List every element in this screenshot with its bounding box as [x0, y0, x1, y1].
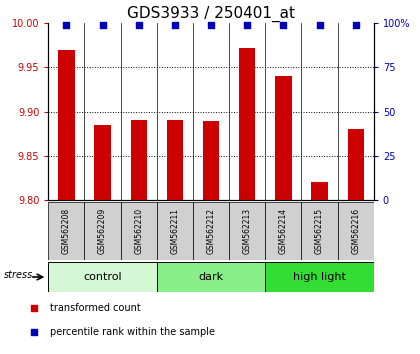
- Text: GSM562216: GSM562216: [351, 208, 360, 254]
- Bar: [239, 48, 255, 200]
- Text: GSM562212: GSM562212: [207, 208, 215, 254]
- Text: GSM562208: GSM562208: [62, 208, 71, 254]
- Point: [244, 22, 251, 28]
- Bar: [48, 262, 157, 292]
- Bar: [94, 125, 111, 200]
- Point: [171, 22, 178, 28]
- Text: GSM562209: GSM562209: [98, 208, 107, 254]
- Text: percentile rank within the sample: percentile rank within the sample: [50, 327, 215, 337]
- Point: [280, 22, 287, 28]
- Point: [316, 22, 323, 28]
- Text: GSM562215: GSM562215: [315, 208, 324, 254]
- Point: [99, 22, 106, 28]
- Bar: [157, 202, 193, 260]
- Point: [31, 329, 38, 335]
- Bar: [275, 76, 291, 200]
- Bar: [157, 262, 265, 292]
- Bar: [311, 182, 328, 200]
- Bar: [167, 120, 183, 200]
- Point: [135, 22, 142, 28]
- Bar: [265, 202, 302, 260]
- Text: transformed count: transformed count: [50, 303, 141, 313]
- Text: GSM562213: GSM562213: [243, 208, 252, 254]
- Point: [31, 306, 38, 311]
- Text: control: control: [83, 272, 122, 282]
- Bar: [265, 262, 374, 292]
- Bar: [348, 129, 364, 200]
- Bar: [203, 121, 219, 200]
- Bar: [121, 202, 157, 260]
- Bar: [48, 202, 84, 260]
- Text: high light: high light: [293, 272, 346, 282]
- Point: [352, 22, 359, 28]
- Point: [63, 22, 70, 28]
- Bar: [131, 120, 147, 200]
- Title: GDS3933 / 250401_at: GDS3933 / 250401_at: [127, 5, 295, 22]
- Bar: [338, 202, 374, 260]
- Bar: [302, 202, 338, 260]
- Text: dark: dark: [199, 272, 223, 282]
- Point: [208, 22, 215, 28]
- Text: GSM562210: GSM562210: [134, 208, 143, 254]
- Bar: [229, 202, 265, 260]
- Text: GSM562211: GSM562211: [171, 208, 179, 254]
- Bar: [193, 202, 229, 260]
- Text: GSM562214: GSM562214: [279, 208, 288, 254]
- Bar: [58, 50, 74, 200]
- Text: stress: stress: [4, 270, 34, 280]
- Bar: [84, 202, 121, 260]
